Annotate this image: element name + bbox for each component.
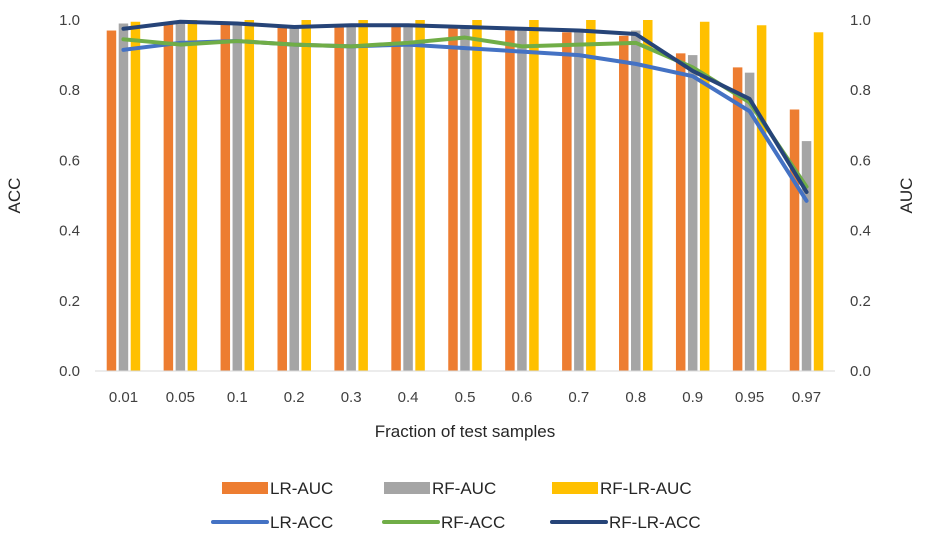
bar-rf-auc-0.2 xyxy=(289,25,299,371)
bar-rf-lr-auc-0.6 xyxy=(529,20,539,371)
y-tick-label: 1.0 xyxy=(59,12,80,29)
bar-rf-lr-auc-0.2 xyxy=(301,20,311,371)
bar-rf-auc-0.05 xyxy=(175,21,186,371)
x-tick-label: 0.9 xyxy=(682,389,703,406)
bar-lr-auc-0.05 xyxy=(163,23,174,371)
bar-rf-auc-0.01 xyxy=(118,23,129,371)
y-axis-left-ticks: 0.0 0.2 0.4 0.6 0.8 1.0 xyxy=(59,12,80,380)
bar-lr-auc-0.2 xyxy=(277,25,287,371)
bar-rf-auc-0.5 xyxy=(460,25,470,371)
bar-rf-auc-0.9 xyxy=(687,55,698,371)
bar-lr-auc-0.4 xyxy=(391,25,401,371)
legend-label-rf-auc: RF-AUC xyxy=(432,479,496,498)
line-rf-acc xyxy=(121,35,809,189)
y-tick-label: 0.6 xyxy=(59,152,80,169)
bar-lr-auc-0.97 xyxy=(789,109,800,371)
y-tick-label: 0.8 xyxy=(59,82,80,99)
x-axis-title: Fraction of test samples xyxy=(375,422,555,441)
y2-tick-label: 0.2 xyxy=(850,293,871,310)
y-axis-left-title: ACC xyxy=(5,178,24,214)
x-tick-label: 0.8 xyxy=(625,389,646,406)
bar-rf-auc-0.7 xyxy=(574,28,584,372)
bar-rf-lr-auc-0.1 xyxy=(244,20,255,371)
x-axis-ticks: 0.01 0.05 0.1 0.2 0.3 0.4 0.5 0.6 0.7 0.8 0.9 0.95 0… xyxy=(109,389,821,406)
bar-rf-lr-auc-0.05 xyxy=(187,20,198,371)
bar-rf-auc-0.97 xyxy=(801,141,812,371)
y-axis-right-ticks: 0.0 0.2 0.4 0.6 0.8 1.0 xyxy=(850,12,871,380)
legend-swatch-lr-auc xyxy=(222,482,268,494)
bar-rf-lr-auc-0.5 xyxy=(472,20,482,371)
legend-swatch-rf-lr-auc xyxy=(552,482,598,494)
x-tick-label: 0.4 xyxy=(398,389,419,406)
x-tick-label: 0.05 xyxy=(166,389,195,406)
legend-label-rf-lr-acc: RF-LR-ACC xyxy=(609,513,701,532)
legend: LR-AUC RF-AUC RF-LR-AUC LR-ACC RF-ACC RF-LR-A… xyxy=(211,479,701,532)
y2-tick-label: 0.0 xyxy=(850,363,871,380)
y-tick-label: 0.2 xyxy=(59,293,80,310)
legend-label-rf-acc: RF-ACC xyxy=(441,513,505,532)
bar-rf-auc-0.4 xyxy=(403,25,413,371)
bar-rf-auc-0.6 xyxy=(517,27,527,372)
x-tick-label: 0.97 xyxy=(792,389,821,406)
bar-rf-lr-auc-0.95 xyxy=(756,25,767,371)
bar-rf-lr-auc-0.3 xyxy=(358,20,368,371)
line-series-group xyxy=(121,19,809,203)
bar-series-group xyxy=(106,20,824,372)
x-tick-label: 0.7 xyxy=(568,389,589,406)
x-tick-label: 0.6 xyxy=(511,389,532,406)
bar-rf-lr-auc-0.7 xyxy=(586,20,596,371)
x-tick-label: 0.5 xyxy=(455,389,476,406)
y2-tick-label: 0.6 xyxy=(850,152,871,169)
x-tick-label: 0.1 xyxy=(227,389,248,406)
bar-rf-lr-auc-0.8 xyxy=(643,20,653,371)
bar-lr-auc-0.95 xyxy=(732,67,743,371)
bar-rf-auc-0.1 xyxy=(232,23,243,371)
bar-lr-auc-0.3 xyxy=(334,25,344,371)
y2-tick-label: 0.8 xyxy=(850,82,871,99)
bar-rf-auc-0.3 xyxy=(346,23,356,371)
bar-lr-auc-0.8 xyxy=(619,35,629,372)
bar-lr-auc-0.5 xyxy=(448,27,458,372)
bar-rf-lr-auc-0.4 xyxy=(415,20,425,371)
x-tick-label: 0.3 xyxy=(341,389,362,406)
legend-label-lr-acc: LR-ACC xyxy=(270,513,333,532)
bar-lr-auc-0.6 xyxy=(505,30,515,372)
bar-rf-auc-0.95 xyxy=(744,72,755,372)
bar-lr-auc-0.7 xyxy=(562,32,572,371)
y-axis-right-title: AUC xyxy=(897,178,916,214)
legend-label-rf-lr-auc: RF-LR-AUC xyxy=(600,479,692,498)
x-tick-label: 0.95 xyxy=(735,389,764,406)
legend-swatch-rf-auc xyxy=(384,482,430,494)
y2-tick-label: 0.4 xyxy=(850,223,871,240)
y-tick-label: 0.4 xyxy=(59,223,80,240)
x-tick-label: 0.01 xyxy=(109,389,138,406)
bar-rf-lr-auc-0.97 xyxy=(813,32,824,371)
bar-lr-auc-0.1 xyxy=(220,23,231,371)
bar-rf-lr-auc-0.01 xyxy=(130,21,141,371)
line-rf-lr-acc xyxy=(121,19,809,194)
legend-label-lr-auc: LR-AUC xyxy=(270,479,333,498)
bar-lr-auc-0.9 xyxy=(675,53,686,371)
y2-tick-label: 1.0 xyxy=(850,12,871,29)
bar-lr-auc-0.01 xyxy=(106,30,117,372)
bar-rf-auc-0.8 xyxy=(631,30,641,372)
x-tick-label: 0.2 xyxy=(284,389,305,406)
bar-rf-lr-auc-0.9 xyxy=(699,21,710,371)
y-tick-label: 0.0 xyxy=(59,363,80,380)
